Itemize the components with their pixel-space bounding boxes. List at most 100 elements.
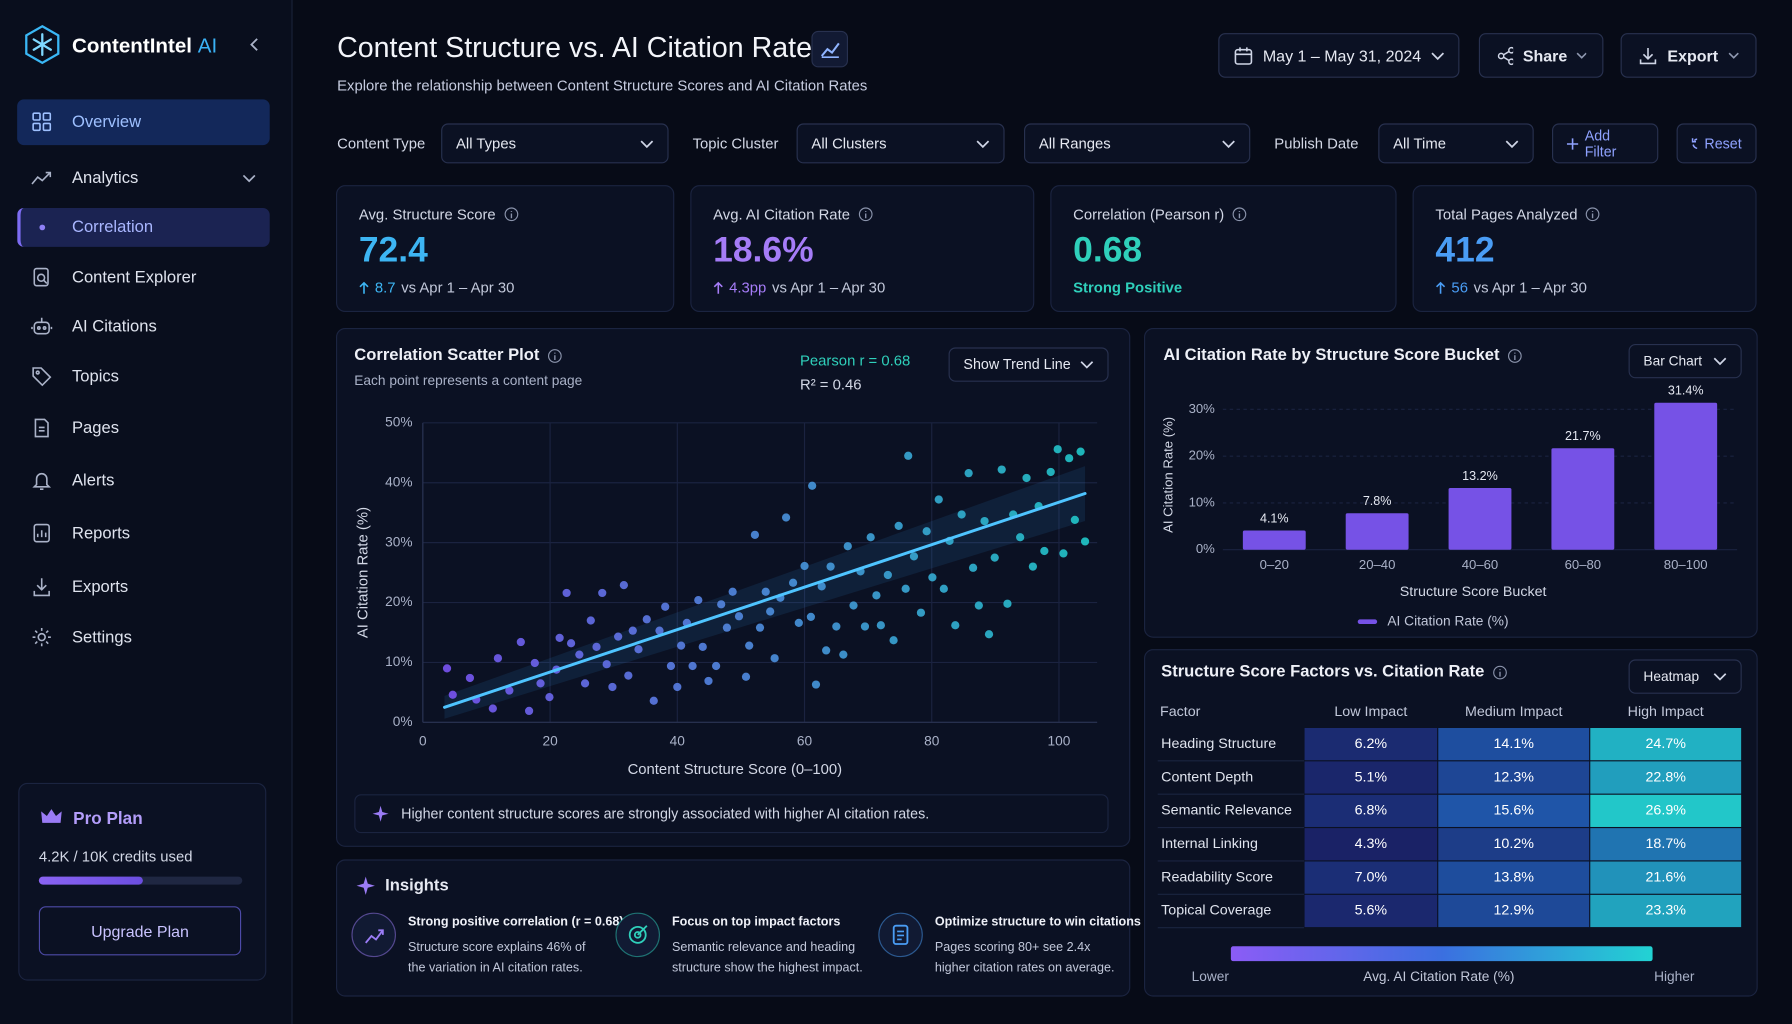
insight-title: Focus on top impact factors: [671, 915, 841, 930]
nav-label: Reports: [71, 524, 131, 543]
insight-body: Pages scoring 80+ see 2.4x higher citati…: [934, 940, 1115, 975]
info-icon: [1508, 348, 1522, 363]
chevron: [1728, 52, 1739, 59]
kpi-delta-line: 8.7 vs Apr 1 – Apr 30: [359, 278, 514, 296]
select-value: All Types: [455, 134, 517, 152]
info-icon: [1232, 207, 1247, 222]
usage-track: [38, 876, 243, 885]
info-icon: [1586, 207, 1600, 222]
share-icon: [1497, 46, 1514, 65]
info-icon: [547, 348, 562, 363]
nav-item[interactable]: Alerts: [17, 458, 270, 504]
crown-icon: [41, 809, 62, 823]
up-arrow: [1436, 281, 1446, 294]
kpi-label-text: Avg. Structure Score: [358, 205, 496, 223]
content-type-select[interactable]: All Types: [441, 123, 669, 164]
publish-date-select[interactable]: All Time: [1378, 123, 1534, 164]
range-select[interactable]: All Ranges: [1023, 123, 1251, 164]
nav-item[interactable]: AI Citations: [17, 304, 270, 350]
nav-label: Alerts: [71, 471, 115, 491]
nav-item[interactable]: Topics: [17, 354, 270, 400]
nav-item[interactable]: Analytics: [17, 155, 270, 201]
plan-title: Pro Plan: [73, 809, 143, 829]
kpi-card: Avg. Structure Score 72.4 8.7 vs Apr 1 – Ap…: [335, 185, 675, 312]
nav-item[interactable]: Exports: [17, 565, 270, 611]
kpi-value: 0.68: [1073, 229, 1143, 270]
nav-icon: [32, 112, 52, 132]
share-label: Share: [1522, 46, 1568, 65]
topic-cluster-select[interactable]: All Clusters: [796, 123, 1005, 164]
heatmap-title: Structure Score Factors vs. Citation Rat…: [1161, 663, 1507, 681]
nav-item[interactable]: Reports: [17, 511, 270, 557]
kpi-label: Correlation (Pearson r): [1073, 206, 1247, 223]
chevron: [242, 174, 256, 183]
kpi-comparison: vs Apr 1 – Apr 30: [772, 278, 886, 296]
chart-type-button[interactable]: [811, 30, 848, 68]
bar-title-text: AI Citation Rate by Structure Score Buck…: [1163, 346, 1500, 365]
nav-icon: [32, 367, 52, 387]
share-button[interactable]: Share: [1478, 33, 1604, 78]
nav-icon: [33, 267, 49, 287]
nav-icon: [31, 171, 52, 185]
bar-title: AI Citation Rate by Structure Score Buck…: [1163, 346, 1523, 365]
kpi-label: Avg. AI Citation Rate: [713, 206, 873, 223]
scatter-footnote-box: [354, 794, 1109, 834]
nav-label: Topics: [71, 367, 119, 387]
nav-item[interactable]: Correlation: [17, 207, 270, 247]
add-filter-label: Add Filter: [1584, 127, 1617, 160]
select-value: Bar Chart: [1643, 353, 1703, 370]
filter-label: Publish Date: [1274, 134, 1359, 152]
select-value: Heatmap: [1643, 668, 1700, 685]
insight-body: Semantic relevance and heading structure…: [671, 940, 863, 975]
insight-body: Structure score explains 46% of the vari…: [407, 940, 586, 975]
export-button[interactable]: Export: [1620, 33, 1757, 78]
kpi-delta: 56: [1451, 278, 1468, 296]
chevron: [1713, 673, 1727, 681]
insight-icon: [615, 912, 660, 958]
date-range-picker[interactable]: May 1 – May 31, 2024: [1218, 33, 1460, 78]
upgrade-button[interactable]: Upgrade Plan: [38, 906, 242, 956]
trend-line-select[interactable]: Show Trend Line: [948, 347, 1109, 382]
kpi-delta: 8.7: [374, 278, 396, 296]
chevron: [1505, 139, 1519, 148]
nav-label: AI Citations: [71, 317, 157, 336]
nav-icon: [34, 418, 49, 438]
kpi-comparison: vs Apr 1 – Apr 30: [1473, 278, 1587, 296]
kpi-value: 18.6%: [713, 229, 814, 270]
nav-item[interactable]: Settings: [17, 615, 270, 661]
sparkle-icon: [356, 876, 375, 895]
select-value: All Ranges: [1038, 134, 1111, 152]
insights-card: [335, 859, 1131, 997]
chevron: [1577, 52, 1587, 59]
reset-button[interactable]: Reset: [1676, 123, 1757, 164]
kpi-label-text: Total Pages Analyzed: [1435, 205, 1578, 223]
calendar-icon: [1234, 46, 1253, 65]
kpi-value: 412: [1435, 229, 1495, 270]
collapse-button[interactable]: [248, 37, 262, 53]
info: [1508, 348, 1523, 363]
chart-type-select[interactable]: Bar Chart: [1628, 343, 1742, 379]
kpi-delta-line: 56 vs Apr 1 – Apr 30: [1435, 278, 1587, 296]
nav-dot: [39, 224, 46, 231]
chevron: [1431, 51, 1445, 60]
info: [547, 348, 562, 363]
nav-item[interactable]: Pages: [17, 406, 270, 452]
reset-label: Reset: [1704, 135, 1742, 152]
kpi-card: Total Pages Analyzed 412 56 vs Apr 1 – Apr …: [1412, 185, 1757, 312]
nav-item[interactable]: Content Explorer: [17, 255, 270, 301]
nav-label: Exports: [71, 578, 129, 597]
kpi-card: Avg. AI Citation Rate 18.6% 4.3pp vs Apr 1 …: [690, 185, 1035, 312]
add-filter-button[interactable]: Add Filter: [1551, 123, 1659, 164]
kpi-label: Total Pages Analyzed: [1435, 206, 1600, 223]
plan-usage: 4.2K / 10K credits used: [38, 847, 193, 866]
nav-item[interactable]: Overview: [17, 99, 270, 146]
scatter-title-text: Correlation Scatter Plot: [354, 346, 540, 365]
kpi-card: Correlation (Pearson r) 0.68 Strong Positi…: [1050, 185, 1397, 312]
view-select[interactable]: Heatmap: [1628, 659, 1742, 694]
filter-label: Topic Cluster: [692, 134, 779, 152]
nav-label: Correlation: [71, 218, 154, 237]
info-icon: [1492, 665, 1507, 679]
nav-icon: [33, 578, 50, 597]
insight-title: Strong positive correlation (r = 0.68): [407, 915, 624, 930]
kpi-value: 72.4: [358, 229, 428, 270]
